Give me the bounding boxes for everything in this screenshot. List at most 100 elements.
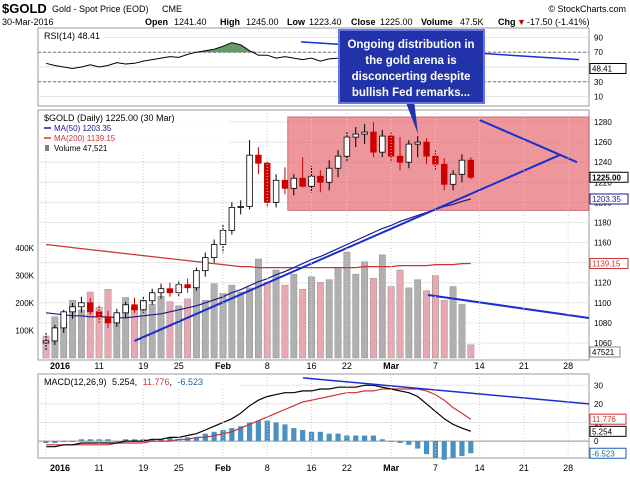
macd-histogram-bar: [264, 420, 270, 442]
rsi-title: RSI(14) 48.41: [40, 30, 104, 41]
macd-hist-last-box: [589, 447, 627, 459]
candle-up: [334, 155, 342, 169]
x-tick-label: Mar: [383, 361, 400, 371]
candle-down: [370, 131, 377, 153]
last-volume-label: 47521: [592, 348, 615, 357]
volume-bar: [316, 282, 324, 359]
macd-last: 5.254: [592, 427, 613, 436]
candle-down: [104, 316, 112, 324]
rsi-last-value: 48.41: [592, 64, 613, 73]
x-tick-label: 22: [342, 361, 352, 371]
price-tick-label: 1120: [594, 279, 612, 288]
x-tick-label: Feb: [215, 361, 232, 371]
macd-line: [46, 384, 472, 448]
low-label: Low: [287, 17, 306, 27]
annotation-callout: Ongoing distribution in the gold arena i…: [338, 29, 485, 134]
volume-bar: [184, 298, 191, 359]
volume-bar: [405, 287, 413, 359]
price-tick-label: 1060: [594, 339, 612, 348]
candle-up: [308, 175, 315, 187]
callout-pointer: [405, 100, 418, 134]
x-tick-label: 14: [475, 361, 485, 371]
volume-bar: [157, 295, 165, 359]
volume-bar: [77, 309, 85, 359]
callout-line-4: bullish Fed remarks...: [352, 87, 470, 99]
macd-histogram-bar: [114, 441, 120, 442]
macd-title: MACD(12,26,9) 5.254, 11.776, -6.523: [44, 377, 203, 387]
volume-tick-label: 400K: [15, 244, 34, 253]
callout-box: [338, 29, 485, 104]
x-tick-label: 7: [433, 361, 438, 371]
macd-histogram-bar: [335, 433, 341, 442]
candle-up: [458, 159, 466, 175]
candle-down: [255, 154, 262, 164]
volume-bar: [69, 300, 76, 359]
candle-up: [352, 133, 359, 138]
candle-up: [69, 306, 76, 313]
x-tick-label: 8: [265, 361, 270, 371]
macd-histogram-bar: [211, 431, 217, 442]
macd-histogram-bar: [406, 441, 412, 445]
candle-down: [317, 175, 324, 183]
last-price-label: 1225.00: [592, 173, 621, 182]
macd-histogram-bar: [344, 435, 350, 442]
macd-histogram-bar: [388, 441, 394, 442]
candle-up: [246, 154, 253, 207]
volume-bar: [122, 297, 130, 359]
macd-tick-label: 20: [594, 400, 603, 409]
volume-value: 47.5K: [460, 17, 484, 27]
volume-bar: [237, 291, 245, 359]
rsi-last-value-box: [589, 62, 627, 74]
x-tick-label: 28: [563, 463, 573, 473]
volume-trendline: [427, 294, 590, 319]
x-tick-label: Feb: [215, 463, 232, 473]
price-tick-label: 1080: [594, 319, 612, 328]
macd-tick-label: 30: [594, 381, 603, 390]
x-tick-label: 2016: [50, 463, 70, 473]
volume-bar: [246, 287, 253, 359]
volume-bar: [467, 344, 475, 359]
macd-histogram-bar: [61, 441, 67, 442]
volume-bar: [131, 306, 138, 359]
macd-tick-label: 0: [594, 437, 599, 446]
candle-down: [87, 302, 94, 313]
volume-bar: [334, 267, 342, 359]
brand-label: © StockCharts.com: [548, 4, 626, 14]
candle-up: [228, 206, 236, 231]
open-value: 1241.40: [174, 17, 207, 27]
x-tick-label: 21: [519, 361, 529, 371]
x-tick-label: 16: [306, 361, 316, 371]
x-tick-label: 21: [519, 463, 529, 473]
volume-tick-label: 100K: [15, 327, 34, 336]
callout-line-1: Ongoing distribution in: [347, 39, 474, 51]
macd-histogram-bar: [246, 422, 253, 442]
macd-histogram-bar: [273, 422, 279, 442]
macd-histogram-bar: [78, 439, 84, 442]
rsi-tick-label: 90: [594, 33, 603, 42]
legend-volume: Volume 47,521: [54, 144, 108, 153]
macd-histogram-bar: [131, 439, 138, 442]
candle-up: [272, 179, 280, 203]
candle-up: [60, 311, 67, 329]
callout-line-2: the gold arena is: [365, 55, 456, 67]
x-tick-label: 22: [342, 463, 352, 473]
macd-histogram-bar: [167, 437, 173, 442]
x-tick-label: 7: [433, 463, 438, 473]
volume-bar: [281, 284, 289, 359]
last-volume-label-box: [589, 346, 621, 358]
price-tick-label: 1220: [594, 178, 612, 187]
x-tick-label: Mar: [383, 463, 400, 473]
candle-up: [193, 270, 200, 289]
candle-down: [432, 155, 439, 165]
macd-histogram-bar: [353, 435, 359, 442]
volume-bar: [272, 269, 280, 359]
volume-bar: [387, 286, 395, 359]
candle-up: [175, 284, 182, 294]
candle-up: [379, 135, 386, 153]
legend-ma50: MA(50) 1203.35: [54, 124, 112, 133]
volume-bar: [290, 273, 298, 359]
macd-histogram-bar: [69, 441, 76, 442]
price-title: $GOLD (Daily) 1225.00 (30 Mar): [44, 113, 175, 123]
